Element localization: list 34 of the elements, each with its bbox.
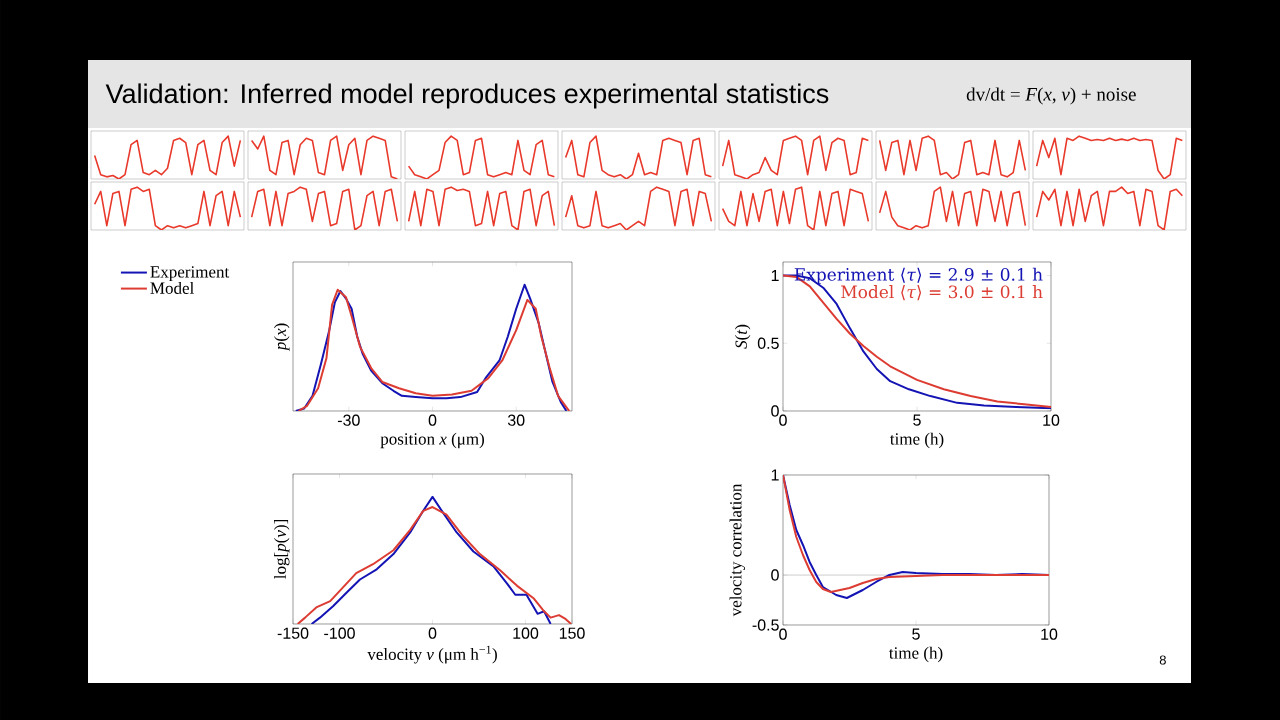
text: dv/dt = F(x, v) + noise [966,87,1136,105]
y-axis-title: velocity correlation [729,483,746,617]
x-tick-label: 10 [1041,628,1058,640]
x-tick-label: 10 [1043,414,1060,426]
x-tick-label: -150 [277,627,309,639]
y-tick-label: 0.5 [757,337,779,349]
y-tick-label: -0.5 [752,619,779,631]
x-tick-label: -100 [324,627,355,639]
x-tick-label: 30 [507,414,525,426]
x-tick-label: 0 [779,628,787,640]
x-tick-label: 5 [912,628,920,640]
x-axis-title: time (h) [889,646,943,663]
y-axis-title: S(t) [734,324,751,349]
series-label: Experiment ⟨τ⟩ = 2.9 ± 0.1 h [794,267,1043,285]
y-tick-label: 0 [771,405,779,417]
text: Validation: Inferred model reproduces experimental statistics [105,83,829,109]
legend-label: Experiment [150,266,230,282]
y-tick-label: 1 [771,270,779,282]
y-axis-title: p(x) [274,323,290,352]
x-tick-label: 150 [559,627,585,639]
y-tick-label: 1 [771,469,779,481]
x-axis-title: time (h) [890,432,944,449]
x-axis-title: velocity v (μm h$^{−1}$) [367,645,497,664]
legend-label: Model [150,281,194,294]
x-tick-label: 5 [913,414,921,426]
x-axis-title: position x (μm) [380,432,484,449]
series-label: Model ⟨τ⟩ = 3.0 ± 0.1 h [841,285,1043,301]
x-tick-label: 0 [428,414,437,426]
text: 8 [1159,655,1166,665]
x-tick-label: -30 [337,414,360,426]
x-tick-label: 100 [513,627,539,639]
y-tick-label: 0 [771,569,779,581]
x-tick-label: 0 [428,627,437,639]
x-tick-label: 0 [779,414,787,426]
